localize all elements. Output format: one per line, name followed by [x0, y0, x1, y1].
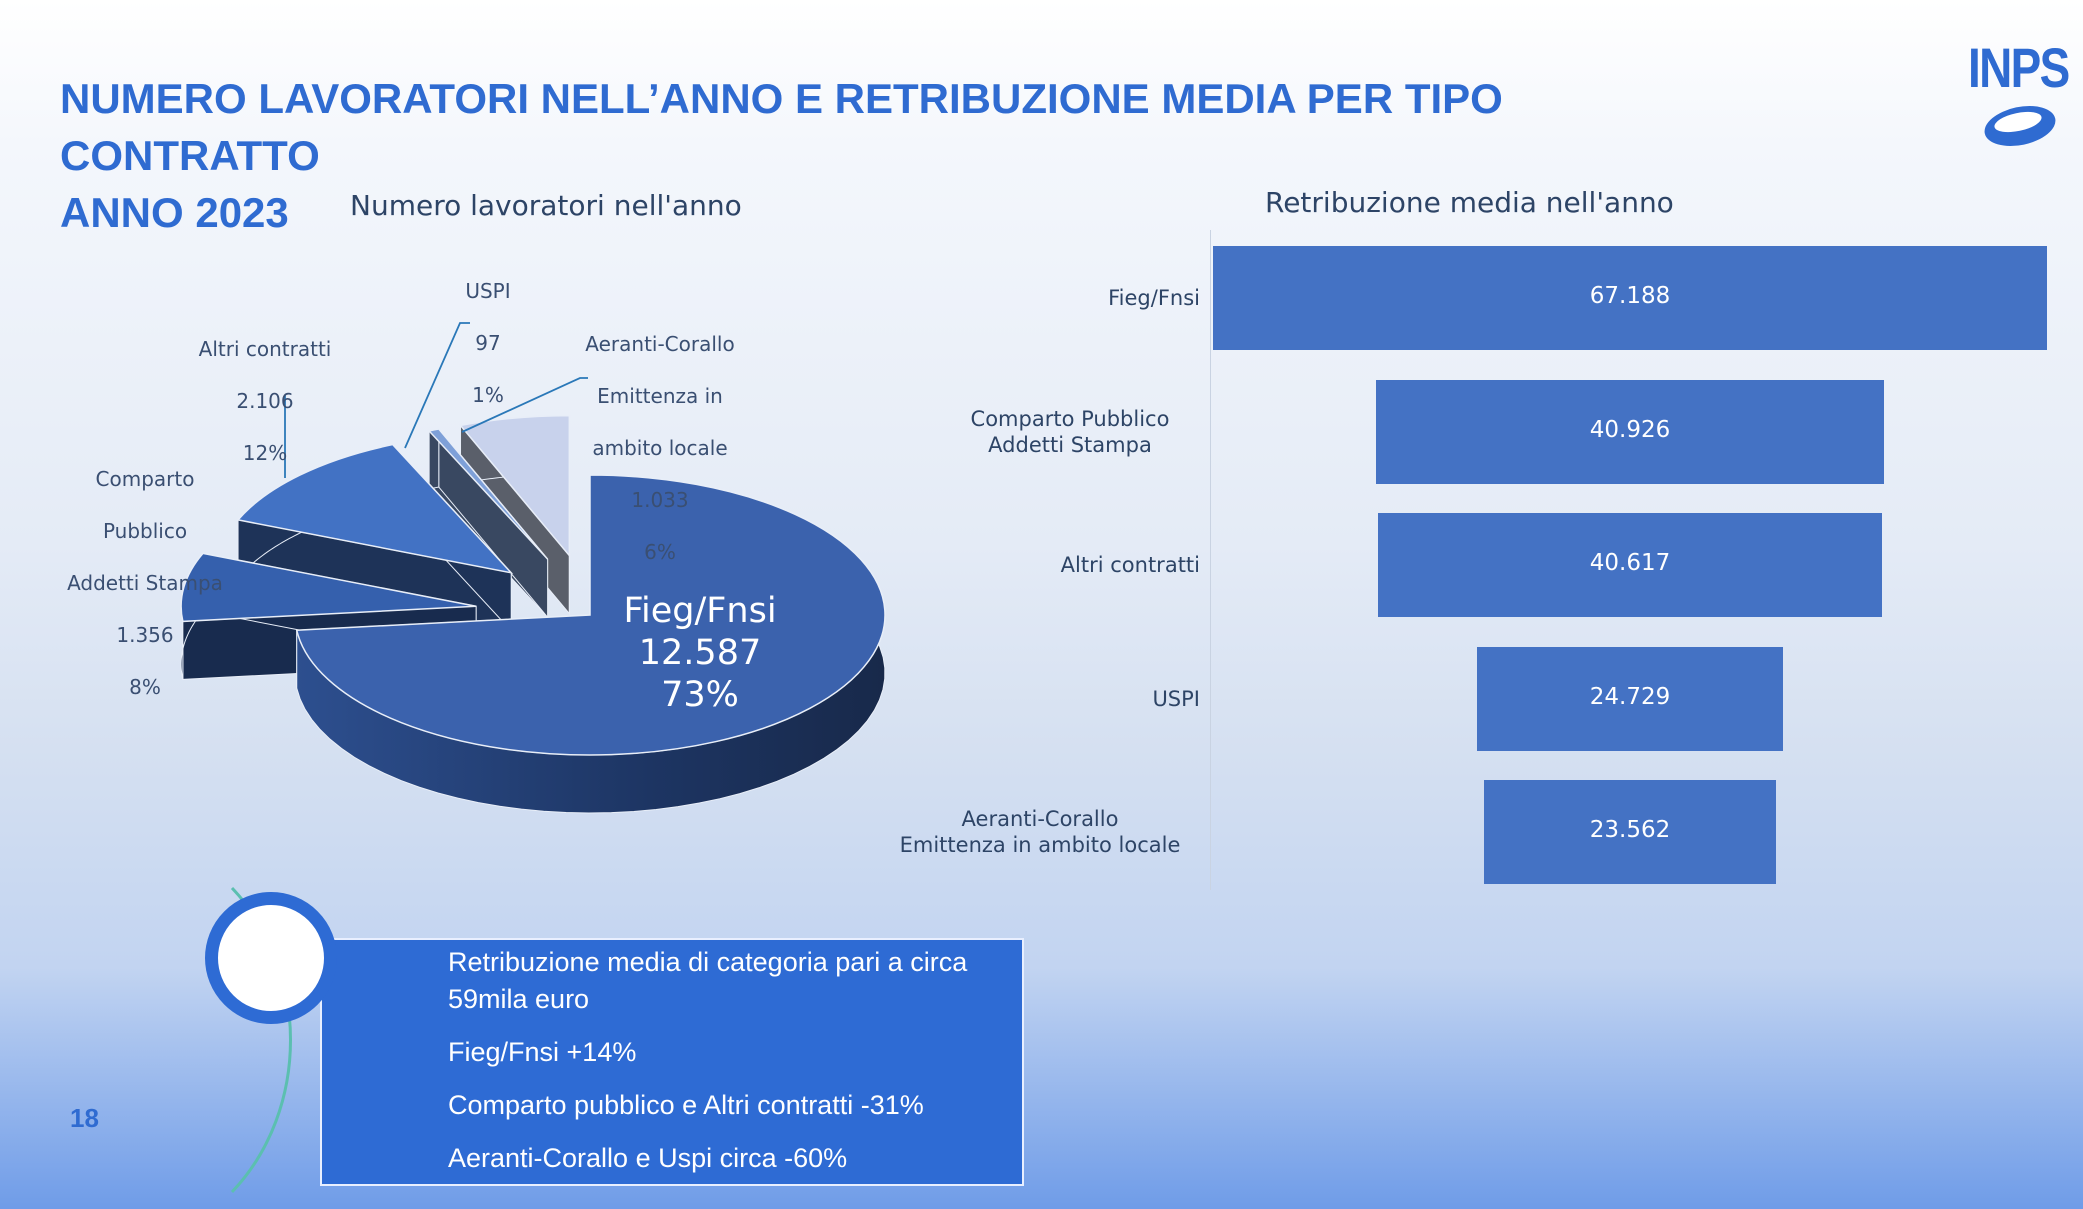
note-line-1: Retribuzione media di categoria pari a c…	[448, 947, 968, 977]
bar-category-label-1: Comparto Pubblico Addetti Stampa	[945, 406, 1195, 458]
pie-label-fieg: Fieg/Fnsi 12.587 73%	[580, 590, 820, 716]
pie-chart	[180, 322, 886, 814]
pie-label-altri-value: 2.106	[236, 389, 294, 413]
pie-label-aeranti-percent: 6%	[644, 540, 676, 564]
pie-label-uspi-percent: 1%	[472, 383, 504, 407]
pie-label-aeranti-line2: Emittenza in	[597, 384, 723, 408]
bar-value-label-1: 40.926	[1589, 416, 1671, 443]
circle-decoration-icon	[205, 892, 337, 1024]
pie-label-altri: Altri contratti 2.106 12%	[180, 310, 350, 492]
inps-logo: INPS	[1968, 38, 2073, 153]
logo-swoosh-icon	[1984, 105, 2056, 147]
pie-slice-uspi	[427, 427, 549, 619]
bar-category-line: Addetti Stampa	[988, 432, 1152, 457]
bar-3	[1476, 646, 1784, 751]
page-number: 18	[70, 1103, 99, 1133]
pie-label-uspi-name: USPI	[465, 279, 511, 303]
pie-label-aeranti-value: 1.033	[631, 488, 689, 512]
bar-1	[1375, 379, 1884, 484]
bar-value-label-0: 67.188	[1589, 283, 1671, 309]
note-line-3: Fieg/Fnsi +14%	[448, 1037, 637, 1067]
pie-label-comparto-value: 1.356	[116, 623, 174, 647]
pie-label-comparto: Comparto Pubblico Addetti Stampa 1.356 8…	[50, 440, 240, 726]
bar-value-label-2: 40.617	[1589, 550, 1671, 576]
pie-label-comparto-percent: 8%	[129, 675, 161, 699]
note-line-2: 59mila euro	[448, 984, 590, 1014]
pie-chart-title: Numero lavoratori nell'anno	[350, 189, 742, 222]
leader-line-uspi	[404, 322, 470, 449]
pie-label-fieg-percent: 73%	[661, 675, 739, 715]
pie-label-altri-name: Altri contratti	[198, 337, 332, 361]
bar-2	[1377, 513, 1883, 617]
pie-label-altri-percent: 12%	[242, 441, 288, 465]
note-line-5: Aeranti-Corallo e Uspi circa -60%	[448, 1143, 848, 1173]
notes-box: Retribuzione media di categoria pari a c…	[320, 938, 1024, 1186]
slide-title-line2: ANNO 2023	[60, 189, 289, 236]
bar-category-line: Comparto Pubblico	[970, 406, 1170, 431]
pie-label-comparto-line2: Pubblico	[102, 519, 188, 543]
pie-label-fieg-name: Fieg/Fnsi	[623, 591, 777, 631]
bar-chart-title: Retribuzione media nell'anno	[1265, 186, 1674, 219]
logo-text: INPS	[1968, 36, 2070, 99]
note-line-4: Comparto pubblico e Altri contratti -31%	[448, 1090, 924, 1120]
pie-label-uspi-value: 97	[475, 331, 501, 355]
bar-value-label-3: 24.729	[1589, 683, 1671, 710]
pie-label-fieg-value: 12.587	[638, 633, 762, 673]
pie-label-aeranti-line1: Aeranti-Corallo	[585, 332, 735, 356]
slide-title-line1: NUMERO LAVORATORI NELL’ANNO E RETRIBUZIO…	[60, 75, 1503, 179]
pie-label-aeranti-line3: ambito locale	[592, 436, 728, 460]
bar-0	[1213, 246, 2047, 350]
bar-value-label-4: 23.562	[1589, 817, 1671, 843]
pie-label-comparto-line3: Addetti Stampa	[67, 571, 223, 595]
pie-label-uspi: USPI 97 1%	[448, 252, 528, 434]
pie-label-comparto-line1: Comparto	[95, 467, 195, 491]
bar-chart-axis	[1210, 230, 1211, 890]
pie-label-aeranti: Aeranti-Corallo Emittenza in ambito loca…	[560, 305, 760, 591]
bar-4	[1483, 780, 1777, 884]
leader-line-aeranti	[461, 377, 588, 433]
slide-title: NUMERO LAVORATORI NELL’ANNO E RETRIBUZIO…	[60, 70, 1760, 241]
pie-slice-fieg	[295, 474, 886, 814]
